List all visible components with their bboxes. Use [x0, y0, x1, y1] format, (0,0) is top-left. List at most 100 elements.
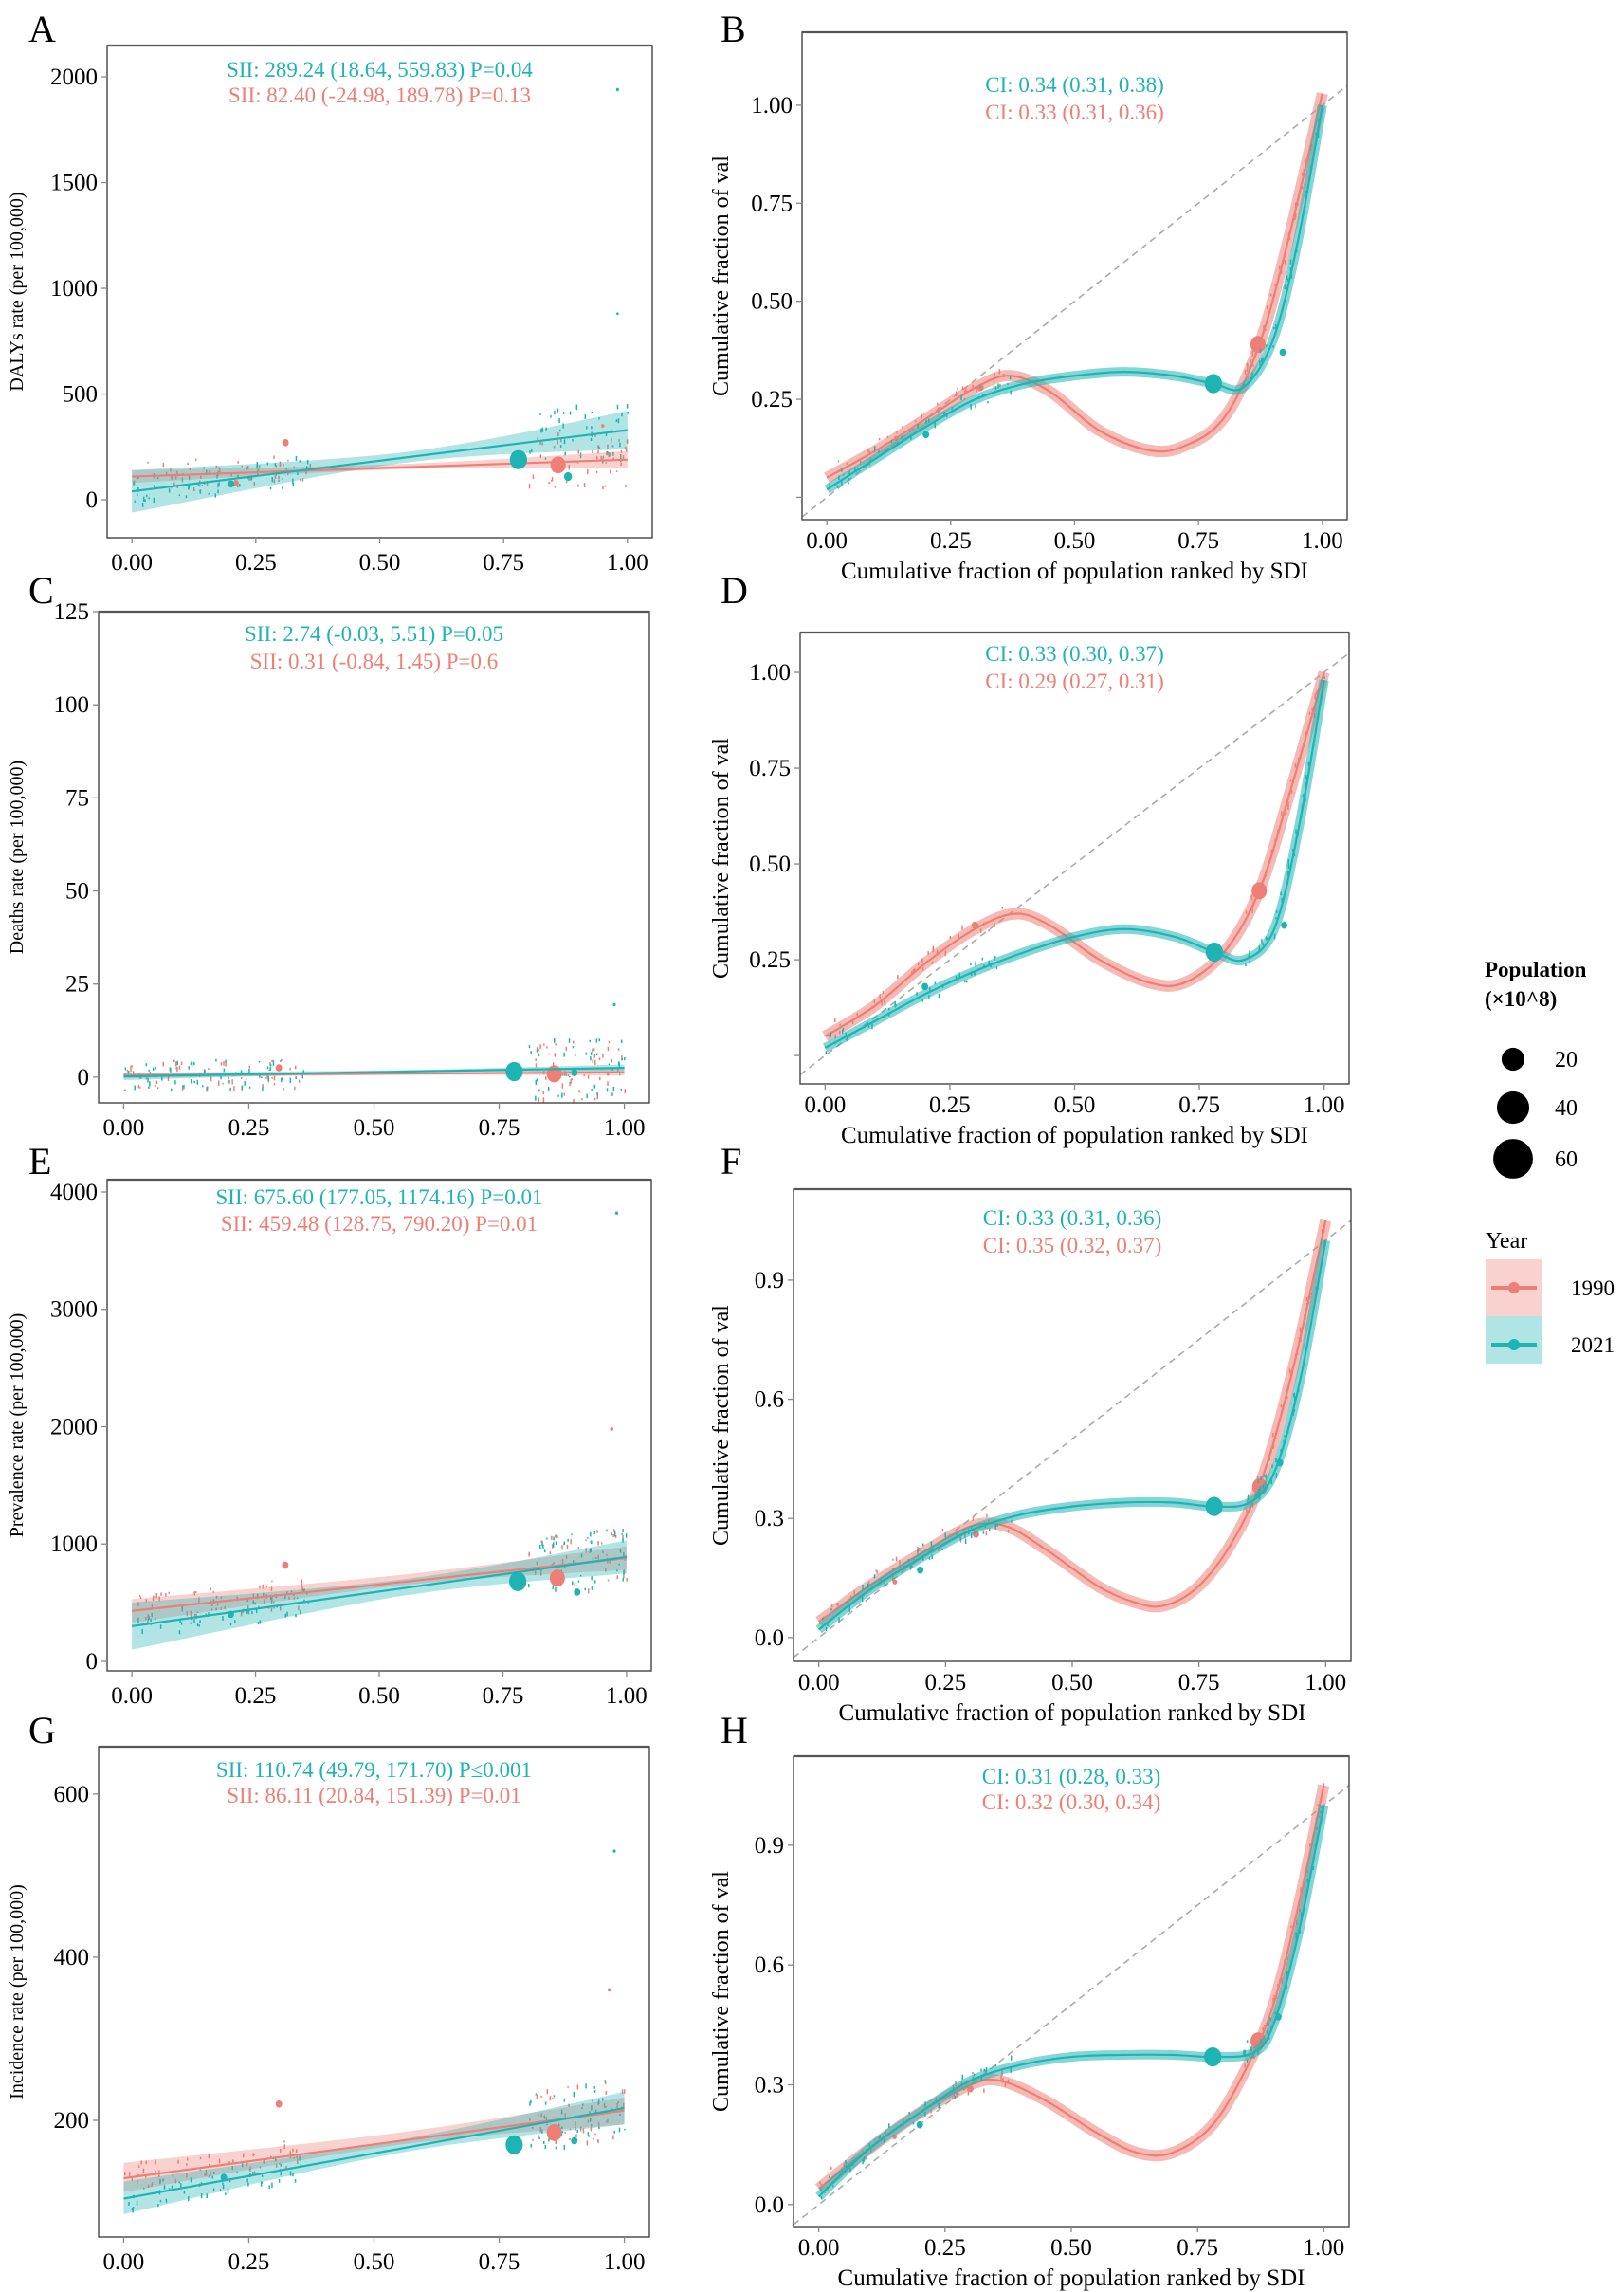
concentration-curve-2021 — [817, 1805, 1325, 2198]
scatter-point — [223, 1068, 226, 1073]
y-tick-label: 1500 — [50, 171, 98, 196]
scatter-point — [246, 467, 248, 470]
y-tick-label: 75 — [65, 785, 89, 811]
population-point-2021 — [1281, 921, 1288, 929]
population-point-1990 — [275, 2099, 283, 2108]
scatter-point — [196, 1079, 199, 1085]
scatter-point — [181, 1606, 183, 1612]
legend-size-circle — [1501, 1047, 1525, 1072]
scatter-point — [593, 2137, 594, 2140]
scatter-point — [246, 1598, 249, 1603]
y-tick-label: 0.9 — [755, 1833, 784, 1859]
scatter-point — [582, 2128, 585, 2134]
population-point-1990 — [1250, 336, 1266, 354]
scatter-point — [561, 1559, 564, 1565]
scatter-point — [912, 2122, 915, 2125]
scatter-point — [158, 1596, 160, 1602]
scatter-point — [178, 1065, 181, 1070]
scatter-point — [605, 2090, 608, 2095]
scatter-point — [554, 486, 557, 488]
scatter-point — [269, 486, 272, 490]
x-tick-label: 0.25 — [929, 1092, 971, 1118]
scatter-point — [148, 1615, 150, 1620]
scatter-point — [596, 455, 598, 460]
scatter-point — [557, 1535, 558, 1538]
scatter-point — [183, 2190, 186, 2194]
scatter-point — [569, 1082, 571, 1087]
scatter-point — [147, 461, 149, 464]
scatter-point — [538, 2136, 540, 2139]
scatter-point — [280, 2164, 283, 2167]
scatter-point — [202, 1085, 204, 1088]
y-tick-label: 0.25 — [749, 947, 791, 973]
scatter-point — [156, 477, 159, 480]
plot-border — [98, 611, 650, 1104]
scatter-point — [295, 2149, 298, 2153]
regression-line-2021 — [131, 1555, 628, 1627]
scatter-point — [532, 2139, 534, 2141]
scatter-point — [185, 495, 188, 499]
scatter-point — [309, 464, 312, 468]
scatter-point — [289, 2171, 292, 2176]
scatter-point — [206, 2193, 209, 2199]
scatter-point — [618, 439, 620, 442]
scatter-point — [136, 2200, 138, 2206]
ci-annotation-2021: CI: 0.33 (0.31, 0.36) — [983, 1206, 1161, 1230]
scatter-point — [170, 468, 172, 472]
scatter-point — [274, 475, 277, 479]
x-axis-title: Cumulative fraction of population ranked… — [839, 1700, 1306, 1726]
regression-line-1990 — [131, 1556, 628, 1612]
scatter-point — [590, 1052, 593, 1055]
scatter-point — [593, 1084, 596, 1089]
scatter-point — [285, 468, 287, 472]
y-tick-label: 100 — [54, 692, 90, 718]
scatter-point — [571, 1533, 573, 1536]
scatter-point — [555, 2139, 557, 2145]
scatter-point — [574, 1583, 576, 1586]
scatter-point — [270, 1600, 273, 1604]
scatter-point — [246, 1604, 249, 1609]
scatter-point — [222, 1082, 224, 1085]
population-point-2021 — [1204, 2046, 1222, 2067]
scatter-point — [581, 2107, 583, 2110]
scatter-point — [220, 1075, 222, 1080]
scatter-point — [1001, 906, 1003, 909]
scatter-point — [528, 1583, 530, 1588]
scatter-point — [181, 477, 184, 483]
scatter-point — [621, 2089, 624, 2095]
scatter-point — [247, 2182, 249, 2187]
scatter-point — [825, 1051, 828, 1054]
scatter-point — [210, 1587, 212, 1591]
scatter-point — [138, 1073, 140, 1075]
scatter-point — [623, 1573, 625, 1579]
scatter-point — [241, 1085, 244, 1090]
scatter-point — [158, 2174, 160, 2177]
scatter-point — [981, 957, 984, 961]
population-point-2021 — [228, 480, 235, 488]
scatter-point — [193, 1080, 195, 1084]
scatter-point — [256, 465, 258, 469]
scatter-point — [862, 2158, 864, 2165]
sii-annotation-1990: SII: 459.48 (128.75, 790.20) P=0.01 — [221, 1212, 538, 1236]
scatter-point — [257, 1621, 260, 1625]
scatter-point — [300, 471, 302, 473]
scatter-point — [591, 1586, 593, 1590]
scatter-point — [576, 2084, 579, 2090]
scatter-point — [142, 2168, 145, 2174]
scatter-point — [237, 460, 239, 464]
panel-d: D CI: 0.33 (0.30, 0.37) CI: 0.29 (0.27, 0.… — [709, 569, 1350, 1148]
scatter-point — [608, 1040, 611, 1044]
x-tick-label: 0.25 — [235, 550, 277, 576]
scatter-point — [570, 1078, 572, 1084]
scatter-point — [127, 1070, 130, 1075]
scatter-point — [600, 1542, 603, 1545]
scatter-point — [212, 2188, 215, 2192]
scatter-point — [830, 1608, 832, 1611]
scatter-point — [542, 1097, 545, 1103]
scatter-point — [1265, 1474, 1268, 1479]
panel-letter: C — [28, 569, 54, 612]
x-tick-label: 0.00 — [798, 1670, 840, 1696]
scatter-point — [594, 2133, 596, 2136]
scatter-point — [605, 2120, 608, 2123]
scatter-point — [195, 458, 197, 462]
